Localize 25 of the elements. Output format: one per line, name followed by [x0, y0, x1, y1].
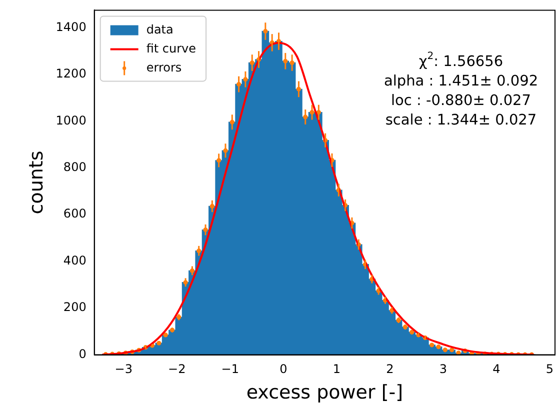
x-tick-label: −2	[168, 362, 186, 376]
legend-label: errors	[146, 60, 182, 74]
y-tick-label: 1200	[56, 66, 86, 81]
x-tick-label: 2	[386, 362, 394, 376]
annotation: alpha : 1.451± 0.092	[384, 73, 538, 90]
annotation: scale : 1.344± 0.027	[385, 112, 537, 128]
x-tick-label: 4	[492, 362, 500, 376]
x-tick-label: 5	[546, 362, 554, 376]
y-tick-label: 600	[63, 206, 86, 221]
legend-label: fit curve	[146, 41, 196, 56]
y-tick-label: 1000	[56, 113, 86, 128]
y-tick-label: 200	[63, 300, 86, 314]
y-tick-label: 400	[63, 253, 86, 268]
x-tick-label: −3	[114, 362, 132, 376]
y-tick-label: 0	[78, 346, 86, 361]
x-tick-label: −1	[221, 362, 239, 376]
y-tick-label: 1400	[56, 20, 86, 34]
annotation: loc : -0.880± 0.027	[391, 92, 532, 109]
x-tick-label: 3	[439, 362, 447, 376]
legend-label: data	[146, 22, 174, 36]
x-tick-label: 0	[280, 362, 288, 376]
x-tick-label: 1	[332, 362, 340, 376]
y-axis-title: counts	[25, 150, 48, 214]
x-axis-title: excess power [-]	[246, 382, 404, 404]
y-tick-label: 800	[63, 160, 86, 174]
